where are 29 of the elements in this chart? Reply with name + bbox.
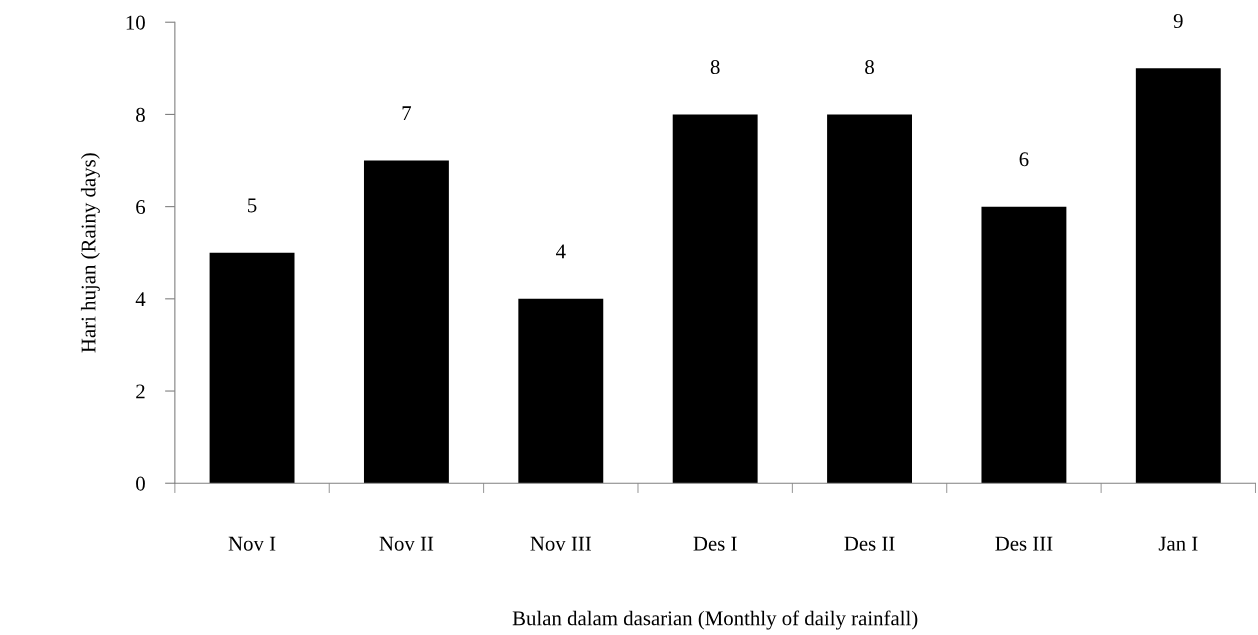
bar — [981, 206, 1067, 484]
y-axis-title: Hari hujan (Rainy days) — [80, 153, 100, 353]
x-tick-label: Nov I — [228, 536, 276, 551]
x-tick-label: Des II — [844, 536, 895, 551]
data-label: 6 — [1019, 152, 1029, 167]
x-tick-label: Des I — [693, 536, 737, 551]
y-tick-label: 6 — [136, 200, 146, 215]
x-tick-label: Des III — [995, 536, 1053, 551]
y-tick-label: 4 — [135, 292, 146, 307]
bar — [209, 252, 295, 484]
data-label: 8 — [710, 60, 720, 75]
bar — [672, 114, 758, 484]
y-tick-label: 0 — [136, 476, 145, 491]
data-label: 8 — [865, 60, 874, 75]
y-tick-label: 8 — [136, 107, 145, 122]
x-tick-label: Nov II — [379, 536, 434, 551]
data-label: 4 — [556, 244, 566, 259]
bar — [1135, 68, 1221, 484]
y-tick-label: 10 — [126, 15, 145, 30]
data-label: 9 — [1173, 13, 1183, 28]
x-axis-title: Bulan dalam dasarian (Monthly of daily rainfall) — [512, 610, 918, 630]
data-label: 5 — [248, 198, 257, 213]
x-tick-label: Nov III — [530, 536, 592, 551]
data-label: 7 — [402, 106, 412, 120]
x-tick-label: Jan I — [1158, 536, 1198, 551]
bar — [363, 160, 449, 484]
y-tick-label: 2 — [136, 384, 145, 399]
bar — [518, 298, 604, 484]
bar — [827, 114, 912, 484]
